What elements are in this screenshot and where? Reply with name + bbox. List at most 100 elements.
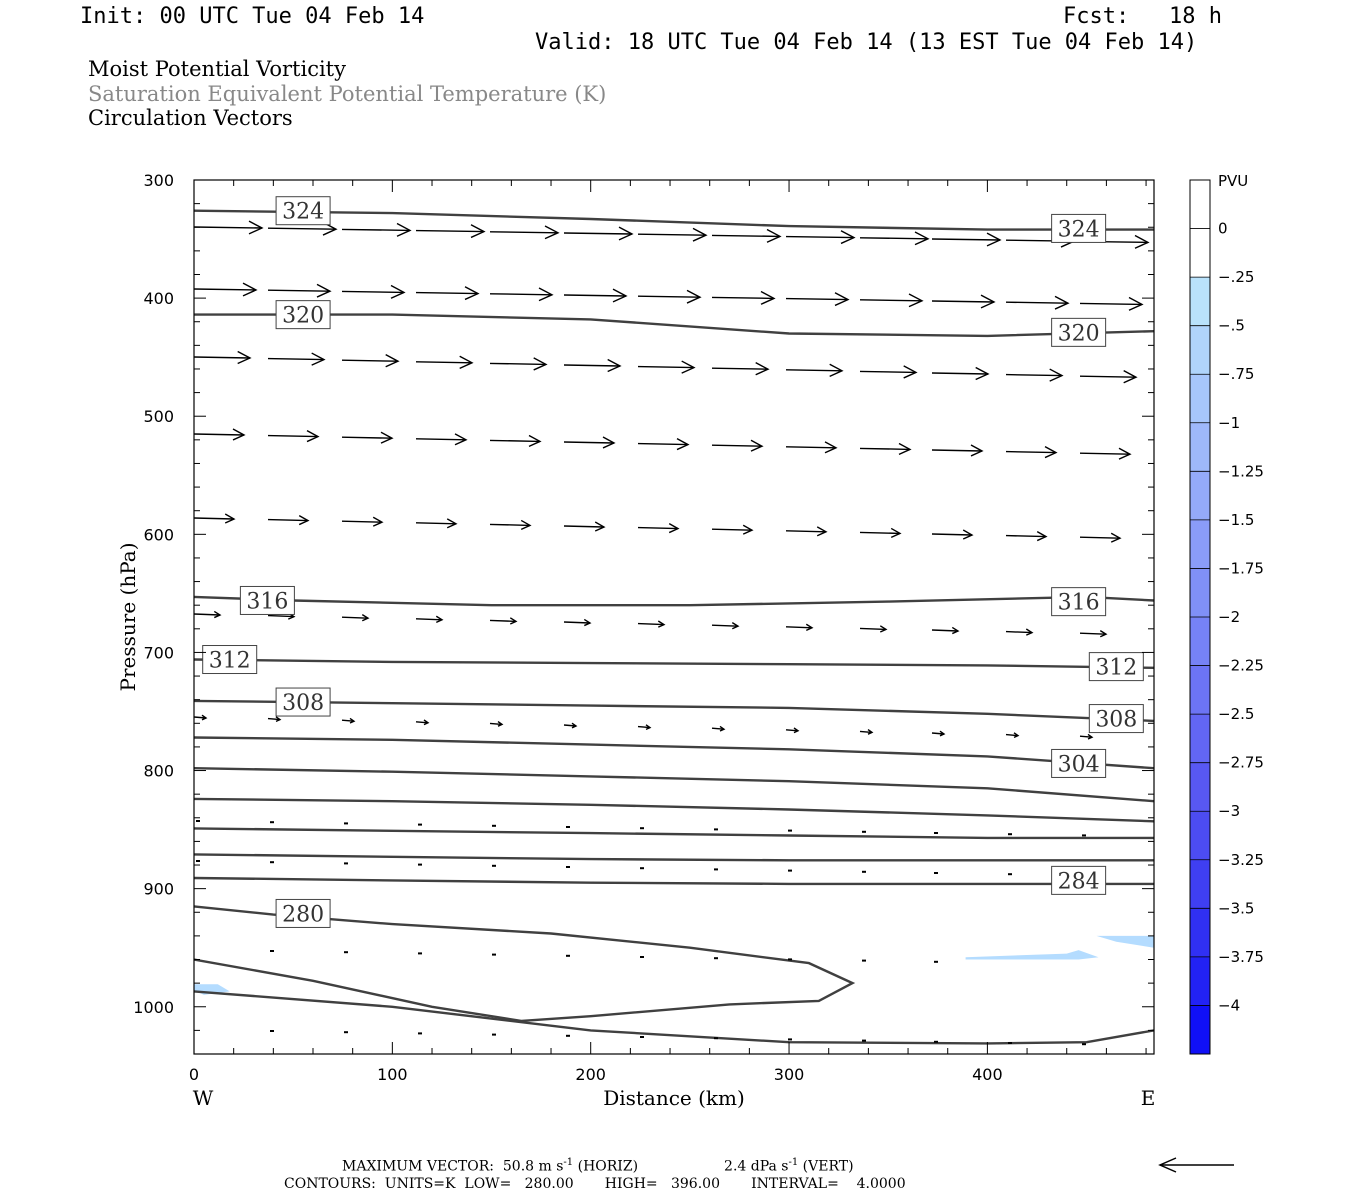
reference-vector bbox=[1158, 1157, 1234, 1173]
forecast-hour: Fcst: 18 h bbox=[1063, 4, 1222, 29]
circulation-vector bbox=[785, 623, 814, 632]
colorbar-swatch bbox=[1190, 811, 1210, 860]
circulation-vector bbox=[859, 625, 888, 633]
circulation-vector-dot bbox=[714, 957, 718, 960]
colorbar-label: 0 bbox=[1218, 220, 1228, 238]
svg-text:308: 308 bbox=[1095, 708, 1137, 733]
circulation-vector bbox=[1079, 370, 1138, 384]
colorbar-label: −.5 bbox=[1218, 317, 1245, 335]
circulation-vector bbox=[711, 622, 740, 630]
title-theta-es: Saturation Equivalent Potential Temperat… bbox=[88, 82, 607, 106]
contour-312 bbox=[194, 658, 1154, 669]
colorbar-label: −3.25 bbox=[1218, 851, 1264, 869]
circulation-vector bbox=[1079, 532, 1122, 543]
circulation-vector-dot bbox=[270, 950, 274, 952]
circulation-vector bbox=[637, 289, 702, 304]
circulation-vector-dot bbox=[418, 952, 422, 955]
circulation-vector-dot bbox=[1008, 833, 1012, 836]
y-tick-label: 300 bbox=[143, 171, 174, 190]
circulation-vector bbox=[859, 365, 918, 379]
max-vector-note: MAXIMUM VECTOR: 50.8 m s-1 (HORIZ) 2.4 dP… bbox=[342, 1157, 854, 1175]
circulation-vector-dot bbox=[714, 828, 718, 831]
circulation-vector bbox=[785, 526, 828, 537]
y-tick-label: 400 bbox=[143, 289, 174, 308]
circulation-vector bbox=[859, 729, 874, 735]
circulation-vector-dot bbox=[418, 823, 422, 826]
circulation-vector bbox=[489, 357, 548, 371]
contour-label-316: 316 bbox=[239, 585, 295, 615]
circulation-vector-dot bbox=[196, 820, 200, 822]
circulation-vector bbox=[637, 360, 696, 374]
valid-time: Valid: 18 UTC Tue 04 Feb 14 (13 EST Tue … bbox=[535, 30, 1198, 55]
contour-label-316: 316 bbox=[1051, 587, 1107, 617]
circulation-vector-dot bbox=[344, 822, 348, 825]
colorbar-swatch bbox=[1190, 956, 1210, 1006]
circulation-vector-dot bbox=[934, 960, 938, 963]
x-tick-label: 100 bbox=[377, 1065, 408, 1084]
circulation-vector-dot bbox=[934, 1040, 938, 1043]
colorbar-swatch bbox=[1190, 908, 1210, 957]
colorbar-swatch bbox=[1190, 714, 1210, 763]
mpv-fill-region-2 bbox=[1096, 935, 1154, 948]
colorbar-label: −.25 bbox=[1218, 268, 1254, 286]
contour-label-324: 324 bbox=[275, 196, 331, 226]
theta-es-contour-layer bbox=[194, 209, 1154, 1045]
contour-label-320: 320 bbox=[275, 300, 331, 330]
circulation-vector-dot bbox=[788, 958, 792, 961]
circulation-vector bbox=[931, 444, 984, 457]
circulation-vector-dot bbox=[714, 868, 718, 871]
circulation-vector bbox=[415, 719, 430, 726]
circulation-vector bbox=[711, 228, 782, 243]
y-tick-label: 500 bbox=[143, 407, 174, 426]
circulation-vector bbox=[341, 431, 394, 444]
circulation-vector-dot bbox=[1082, 834, 1086, 837]
svg-text:308: 308 bbox=[282, 691, 324, 716]
circulation-vector-dot bbox=[934, 872, 938, 874]
y-axis-label: Pressure (hPa) bbox=[116, 543, 140, 692]
circulation-vector bbox=[1079, 630, 1108, 638]
colorbar-label: −2 bbox=[1218, 608, 1240, 626]
contour-316 bbox=[194, 595, 1154, 607]
colorbar-label: −3.5 bbox=[1218, 899, 1254, 917]
init-time: Init: 00 UTC Tue 04 Feb 14 bbox=[80, 4, 425, 29]
contour-296 bbox=[194, 797, 1154, 823]
circulation-vector-dot bbox=[862, 1039, 866, 1042]
circulation-vector-layer bbox=[194, 220, 1150, 1046]
circulation-vector bbox=[341, 222, 412, 237]
contour-label-312: 312 bbox=[1088, 652, 1144, 682]
circulation-vector-dot bbox=[862, 830, 866, 833]
circulation-vector bbox=[1005, 446, 1058, 459]
circulation-vector-dot bbox=[344, 862, 348, 865]
circulation-vector bbox=[711, 725, 726, 732]
contour-276 bbox=[194, 990, 1154, 1045]
x-end-label-east: E bbox=[1141, 1086, 1156, 1110]
circulation-vector bbox=[563, 521, 606, 532]
colorbar-swatch bbox=[1190, 180, 1210, 229]
contour-284 bbox=[194, 876, 1154, 886]
circulation-vector bbox=[194, 350, 252, 365]
colorbar-swatch bbox=[1190, 859, 1210, 909]
circulation-vector bbox=[859, 527, 902, 538]
svg-text:320: 320 bbox=[1058, 321, 1100, 346]
svg-text:312: 312 bbox=[209, 649, 251, 674]
colorbar-label: −1.75 bbox=[1218, 559, 1264, 577]
circulation-vector bbox=[711, 524, 754, 535]
circulation-vector bbox=[931, 529, 974, 540]
circulation-vector bbox=[563, 226, 634, 241]
circulation-vector bbox=[194, 513, 236, 524]
circulation-vector-dot bbox=[566, 954, 570, 957]
circulation-vector-dot bbox=[418, 863, 422, 866]
svg-text:280: 280 bbox=[282, 902, 324, 927]
colorbar-label: −1.25 bbox=[1218, 462, 1264, 480]
contour-292 bbox=[194, 827, 1154, 840]
circulation-vector bbox=[563, 436, 616, 449]
circulation-vector bbox=[415, 355, 474, 369]
title-mpv: Moist Potential Vorticity bbox=[88, 57, 346, 81]
colorbar-label: −2.5 bbox=[1218, 705, 1254, 723]
circulation-vector bbox=[785, 727, 800, 734]
circulation-vector bbox=[931, 626, 960, 635]
svg-text:304: 304 bbox=[1058, 752, 1100, 777]
circulation-vector bbox=[931, 232, 1002, 247]
colorbar-swatch bbox=[1190, 374, 1210, 423]
